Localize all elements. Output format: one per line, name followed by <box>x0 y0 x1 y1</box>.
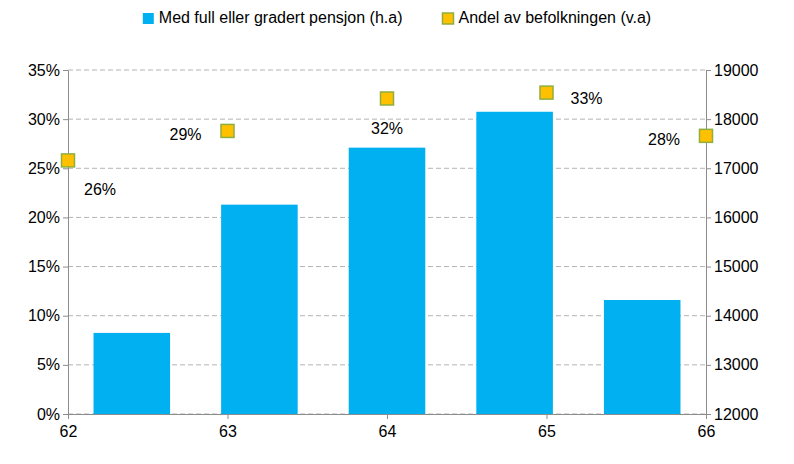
tick: 10% <box>28 307 68 324</box>
legend-label: Med full eller gradert pensjon (h.a) <box>159 9 403 26</box>
points <box>62 86 713 167</box>
tick-label: 63 <box>219 423 237 440</box>
tick: 65 <box>538 414 556 440</box>
tick-label: 25% <box>28 160 60 177</box>
tick-label: 17000 <box>714 160 759 177</box>
data-labels: 26% 29% 32% 33% 28% <box>84 90 680 198</box>
tick: 18000 <box>706 111 759 128</box>
tick: 64 <box>379 414 397 440</box>
legend-item: Med full eller gradert pensjon (h.a) <box>143 9 403 26</box>
tick-mark <box>63 316 68 317</box>
tick-mark <box>706 267 711 268</box>
tick-mark <box>63 365 68 366</box>
axis-line <box>68 71 69 415</box>
tick-mark <box>63 267 68 268</box>
tick: 30% <box>28 111 68 128</box>
chart: 0% 5% 10% 15% 20% 25% 30% 35% 12000 13000 14000 150… <box>0 0 794 464</box>
point <box>700 129 713 142</box>
tick-label: 5% <box>37 356 60 373</box>
legend-item: Andel av befolkningen (v.a) <box>442 9 651 26</box>
tick: 66 <box>698 414 716 440</box>
tick-label: 14000 <box>714 307 759 324</box>
tick-mark <box>387 414 388 419</box>
tick-mark <box>706 414 707 419</box>
tick-mark <box>63 119 68 120</box>
tick-mark <box>706 119 711 120</box>
tick: 19000 <box>706 62 759 79</box>
tick: 5% <box>37 356 68 373</box>
tick-label: 12000 <box>714 406 759 423</box>
bar <box>476 112 553 414</box>
tick-label: 65 <box>538 423 556 440</box>
tick: 14000 <box>706 307 759 324</box>
tick-mark <box>63 168 68 169</box>
tick-label: 15% <box>28 258 60 275</box>
tick: 16000 <box>706 209 759 226</box>
tick-mark <box>706 217 711 218</box>
legend-label: Andel av befolkningen (v.a) <box>458 9 651 26</box>
tick-mark <box>63 70 68 71</box>
tick-label: 13000 <box>714 356 759 373</box>
tick-label: 15000 <box>714 258 759 275</box>
bar <box>349 148 426 414</box>
legend-swatch <box>143 13 154 24</box>
tick: 63 <box>219 414 237 440</box>
y2-axis: 12000 13000 14000 15000 16000 17000 18000 19000 <box>706 62 759 423</box>
bar <box>94 333 171 414</box>
tick-mark <box>68 414 69 419</box>
grid <box>68 70 706 414</box>
tick-label: 19000 <box>714 62 759 79</box>
point <box>540 86 553 99</box>
tick-label: 10% <box>28 307 60 324</box>
tick-mark <box>706 316 711 317</box>
y-axis: 0% 5% 10% 15% 20% 25% 30% 35% <box>28 62 69 423</box>
data-label: 29% <box>169 126 201 143</box>
x-axis: 62 63 64 65 66 <box>60 414 716 440</box>
data-label: 32% <box>371 120 403 137</box>
tick-mark <box>706 168 711 169</box>
tick: 15% <box>28 258 68 275</box>
tick-label: 62 <box>60 423 78 440</box>
data-label: 28% <box>648 131 680 148</box>
legend-swatch <box>442 13 453 24</box>
plot-area: 0% 5% 10% 15% 20% 25% 30% 35% 12000 13000 14000 150… <box>28 62 759 441</box>
tick: 12000 <box>706 406 759 423</box>
point <box>381 92 394 105</box>
tick-label: 66 <box>698 423 716 440</box>
tick: 20% <box>28 209 68 226</box>
tick-mark <box>63 217 68 218</box>
point <box>221 124 234 137</box>
tick-label: 18000 <box>714 111 759 128</box>
tick-mark <box>63 414 68 415</box>
tick: 62 <box>60 414 78 440</box>
data-label: 26% <box>84 181 116 198</box>
tick-label: 35% <box>28 62 60 79</box>
bar <box>221 205 298 414</box>
data-label: 33% <box>570 90 602 107</box>
tick-mark <box>706 70 711 71</box>
tick: 0% <box>37 406 68 423</box>
bars <box>94 112 681 414</box>
point <box>62 154 75 167</box>
bar <box>604 300 681 414</box>
tick-label: 16000 <box>714 209 759 226</box>
tick-mark <box>228 414 229 419</box>
tick-label: 64 <box>379 423 397 440</box>
axis-line <box>706 71 707 415</box>
tick: 15000 <box>706 258 759 275</box>
tick: 13000 <box>706 356 759 373</box>
tick: 17000 <box>706 160 759 177</box>
legend: Med full eller gradert pensjon (h.a) Ande… <box>143 9 651 26</box>
tick: 35% <box>28 62 68 79</box>
tick-mark <box>547 414 548 419</box>
tick-mark <box>706 365 711 366</box>
grid-line <box>68 70 706 71</box>
tick-label: 30% <box>28 111 60 128</box>
tick-label: 0% <box>37 406 60 423</box>
tick-label: 20% <box>28 209 60 226</box>
